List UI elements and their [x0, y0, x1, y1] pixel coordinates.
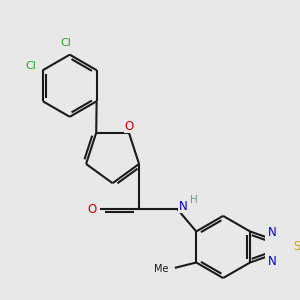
Text: S: S [293, 241, 300, 254]
Text: Cl: Cl [60, 38, 71, 48]
Text: O: O [88, 203, 97, 216]
Text: O: O [124, 120, 134, 133]
Text: Cl: Cl [26, 61, 37, 71]
Text: N: N [268, 226, 276, 239]
Text: H: H [190, 195, 198, 206]
Text: N: N [268, 255, 276, 268]
Text: Me: Me [154, 264, 168, 274]
Text: N: N [178, 200, 188, 213]
